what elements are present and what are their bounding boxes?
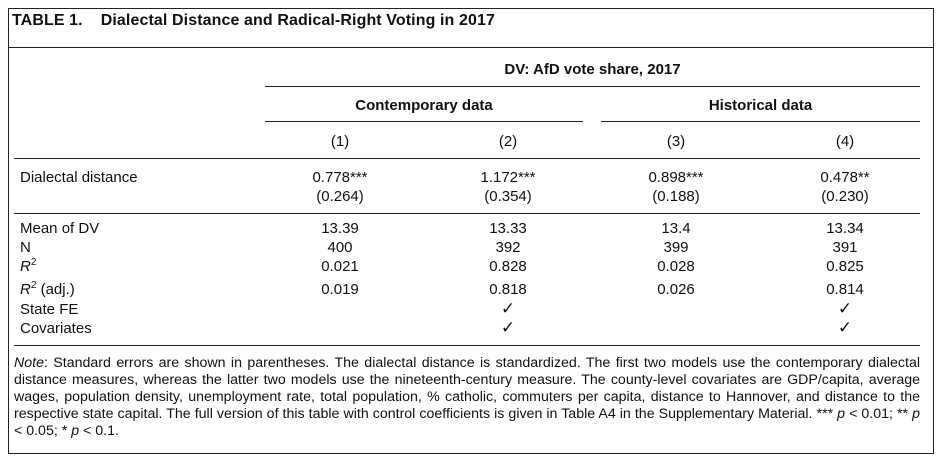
stat-cell: 0.825 — [826, 258, 864, 275]
table-label: TABLE 1. — [12, 12, 83, 29]
sig-threshold: < 0.1. — [79, 423, 119, 439]
stat-cell: 399 — [663, 239, 689, 256]
sig-marker: ** — [897, 406, 913, 422]
group-rule-historical — [601, 121, 920, 122]
stat-cell: 0.019 — [321, 281, 359, 298]
row-label-dialectal-distance: Dialectal distance — [20, 169, 138, 186]
p-symbol: p — [912, 406, 920, 422]
se-cell: (0.230) — [821, 188, 869, 205]
title-rule — [8, 47, 934, 48]
table-title: TABLE 1. Dialectal Distance and Radical-R… — [12, 12, 495, 30]
stat-cell: 0.828 — [489, 258, 527, 275]
group-header-historical: Historical data — [708, 97, 813, 114]
stat-cell: 0.814 — [826, 281, 864, 298]
sig-marker: * — [61, 423, 72, 439]
row-label-r2-adj: R2 (adj.) — [20, 280, 75, 299]
checkmark-icon: ✓ — [500, 318, 516, 337]
sig-threshold: < 0.01; — [845, 406, 898, 422]
r2-adj-suffix: (adj.) — [36, 281, 75, 298]
group-rule-contemporary — [265, 121, 583, 122]
sig-threshold: < 0.05; — [14, 423, 62, 439]
coef-cell: 0.778*** — [312, 169, 368, 186]
checkmark-icon: ✓ — [500, 299, 516, 318]
stat-cell: 400 — [327, 239, 353, 256]
table-note: Note: Standard errors are shown in paren… — [14, 355, 920, 440]
coef-cell: 0.898*** — [648, 169, 704, 186]
note-text: : Standard errors are shown in parenthes… — [14, 355, 920, 422]
row-label-mean-dv: Mean of DV — [20, 220, 100, 237]
coef-cell: 1.172*** — [480, 169, 536, 186]
note-label: Note — [14, 355, 44, 371]
model-number: (1) — [330, 133, 350, 150]
r2-superscript: 2 — [30, 257, 37, 268]
row-label-n: N — [20, 239, 31, 256]
p-symbol: p — [837, 406, 846, 422]
checkmark-icon: ✓ — [837, 318, 853, 337]
bottom-rule — [14, 345, 920, 346]
model-number: (4) — [835, 133, 855, 150]
row-label-state-fe: State FE — [20, 301, 79, 318]
model-number: (2) — [498, 133, 518, 150]
stat-cell: 13.33 — [489, 220, 527, 237]
stat-cell: 0.818 — [489, 281, 527, 298]
r2-symbol: R — [20, 258, 31, 275]
r2-adj-symbol: R — [20, 281, 31, 298]
stat-cell: 13.39 — [321, 220, 359, 237]
table-frame — [8, 8, 934, 454]
stat-cell: 13.34 — [826, 220, 864, 237]
stat-cell: 0.021 — [321, 258, 359, 275]
se-cell: (0.264) — [316, 188, 364, 205]
se-cell: (0.188) — [652, 188, 700, 205]
r2-adj-superscript: 2 — [30, 280, 37, 291]
stat-cell: 0.026 — [657, 281, 695, 298]
p-symbol: p — [71, 423, 80, 439]
header-rule — [14, 158, 920, 159]
stat-cell: 0.028 — [657, 258, 695, 275]
dv-rule — [265, 86, 920, 87]
row-label-r2: R2 — [20, 257, 37, 276]
stat-cell: 13.4 — [661, 220, 691, 237]
table-title-text: Dialectal Distance and Radical-Right Vot… — [100, 12, 495, 29]
model-number: (3) — [666, 133, 686, 150]
checkmark-icon: ✓ — [837, 299, 853, 318]
stat-cell: 391 — [832, 239, 858, 256]
stat-cell: 392 — [495, 239, 521, 256]
se-cell: (0.354) — [484, 188, 532, 205]
coef-cell: 0.478** — [820, 169, 870, 186]
group-header-contemporary: Contemporary data — [355, 97, 493, 114]
sig-marker: *** — [816, 406, 838, 422]
row-label-covariates: Covariates — [20, 320, 92, 337]
dv-header: DV: AfD vote share, 2017 — [504, 61, 681, 78]
coef-rule — [14, 213, 920, 214]
